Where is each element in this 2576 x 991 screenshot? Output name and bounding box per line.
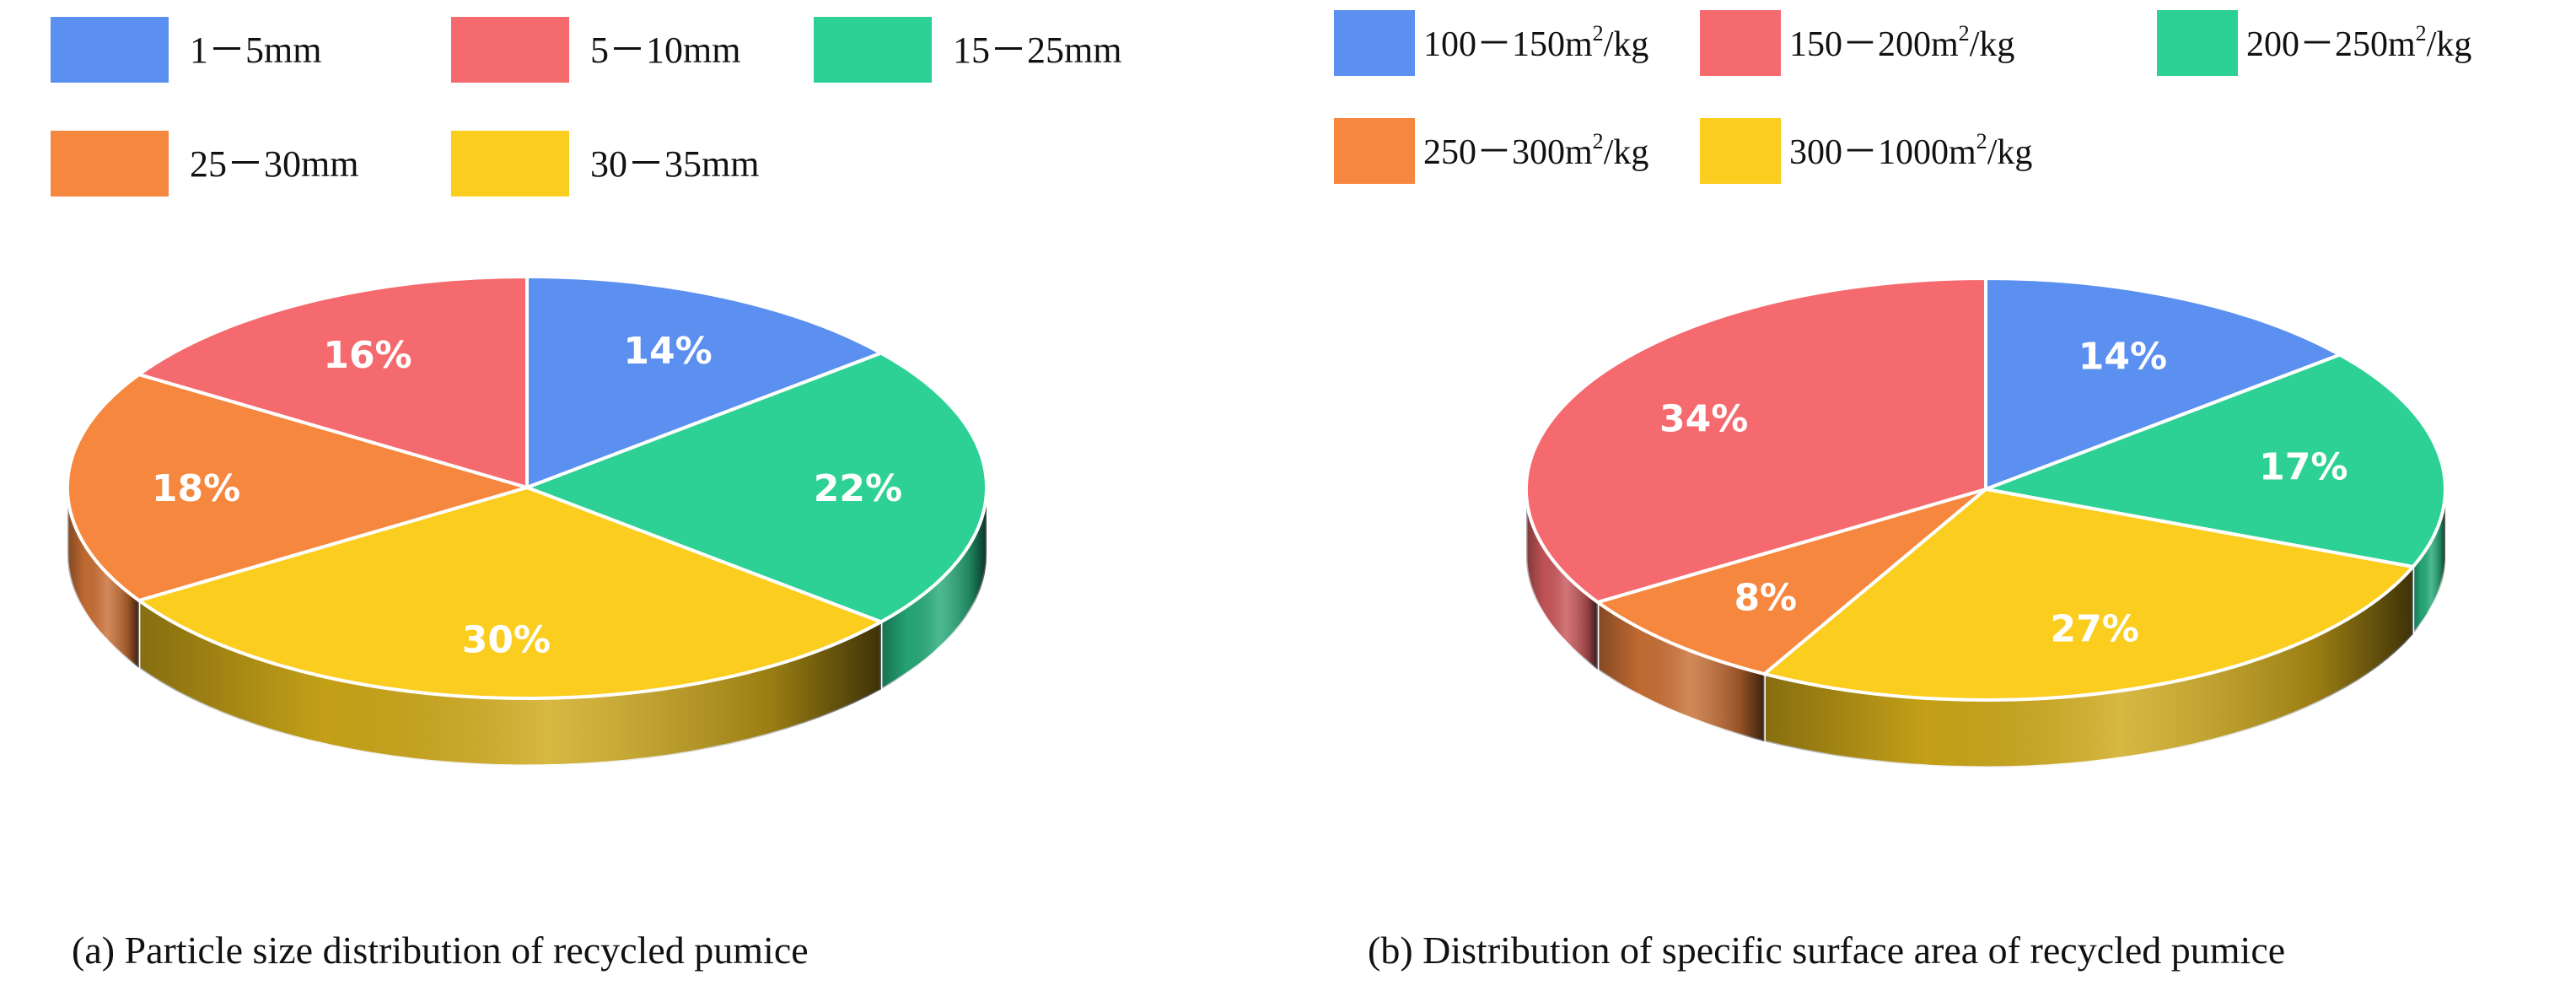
legend-swatch [51,131,169,197]
legend-item: 300－1000m2/kg [1700,118,2032,184]
legend-item: 30－35mm [451,131,759,197]
legend-swatch [1700,118,1781,184]
data-label: 34% [1659,398,1748,441]
legend-label: 5－10mm [590,30,740,71]
legend-swatch [1334,118,1415,184]
data-label: 30% [462,619,551,662]
data-label: 14% [2079,336,2167,379]
data-label: 22% [814,467,902,510]
legend-label: 100－150m2/kg [1423,21,1648,64]
legend-label: 200－250m2/kg [2246,21,2471,64]
pie-slice [137,486,883,701]
legend-b: 100－150m2/kg 150－200m2/kg 200－250m2/kg 250－… [1334,10,2471,184]
pie-side-shade [1597,602,1765,742]
pie-slice [1762,487,2415,703]
legend-swatch [2157,10,2238,76]
pie-side-walls [1525,488,2447,769]
chart-b: 100－150m2/kg 150－200m2/kg 200－250m2/kg 250－… [1334,10,2471,972]
pie-slice [1595,487,1987,676]
pie-side-shade [138,601,881,766]
caption-a: (a) Particle size distribution of recycl… [72,929,809,972]
pie-side-shade [880,487,987,690]
pie-side-shade [67,487,139,668]
pie-slice [1984,353,2447,568]
legend-swatch [1700,10,1781,76]
legend-item: 250－300m2/kg [1334,118,1648,184]
legend-label: 25－30mm [190,143,358,185]
legend-label: 30－35mm [590,143,759,185]
legend-swatch [1334,10,1415,76]
pie-slice [1524,277,1987,604]
chart-a: 1－5mm 5－10mm 15－25mm 25－30mm 30－35mm 14% 22% 3… [51,17,1121,972]
legend-a: 1－5mm 5－10mm 15－25mm 25－30mm 30－35mm [51,17,1121,197]
legend-item: 15－25mm [814,17,1121,83]
pie-top [1524,277,2447,703]
pie-data-labels: 14% 22% 30% 18% 16% [152,330,902,662]
legend-label: 250－300m2/kg [1423,129,1648,172]
pie-b: 14% 17% 27% 8% 34% [1524,277,2447,769]
legend-label: 15－25mm [953,30,1121,71]
pie-side-walls [66,487,988,767]
data-label: 18% [152,467,240,510]
pie-a: 14% 22% 30% 18% 16% [65,275,988,767]
data-label: 16% [323,334,411,377]
pie-data-labels: 14% 17% 27% 8% 34% [1659,336,2347,651]
legend-item: 150－200m2/kg [1700,10,2014,76]
legend-swatch [814,17,932,83]
legend-item: 100－150m2/kg [1334,10,1648,76]
pie-slice [525,351,988,624]
data-label: 8% [1734,576,1797,619]
data-label: 14% [623,330,712,373]
legend-swatch [51,17,169,83]
legend-label: 300－1000m2/kg [1789,129,2032,172]
pie-side-shade [1764,567,2413,767]
legend-item: 5－10mm [451,17,740,83]
pie-top [65,275,988,701]
data-label: 27% [2051,608,2139,651]
legend-item: 1－5mm [51,17,321,83]
legend-item: 200－250m2/kg [2157,10,2471,76]
pie-slice [65,373,529,602]
pie-slice [1984,277,2342,491]
pie-slice [137,275,529,489]
legend-swatch [451,131,569,197]
legend-label: 1－5mm [190,30,321,71]
legend-item: 25－30mm [51,131,358,197]
pie-side-shade [2412,489,2445,634]
pie-slice [525,275,883,489]
data-label: 17% [2259,446,2347,489]
legend-label: 150－200m2/kg [1789,21,2014,64]
caption-b: (b) Distribution of specific surface are… [1368,929,2285,972]
legend-swatch [451,17,569,83]
pie-side-shade [1526,489,1598,670]
